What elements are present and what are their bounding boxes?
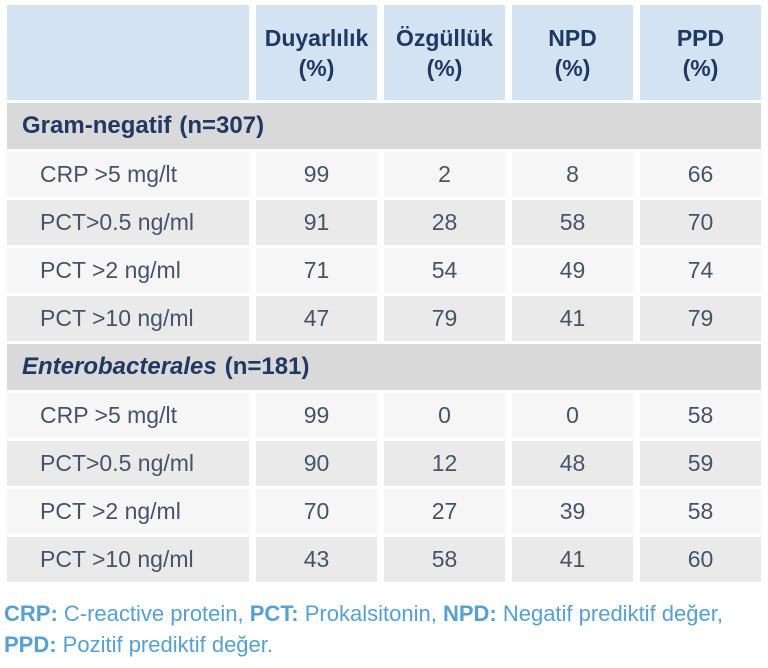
diagnostic-performance-table: Duyarlılık (%) Özgüllük (%) NPD (%) PPD … xyxy=(0,2,768,585)
value-cell: 12 xyxy=(384,441,505,486)
table-row: CRP >5 mg/lt 99 2 8 66 xyxy=(7,152,761,197)
footnote-abbr: NPD: xyxy=(442,601,497,626)
value-cell: 0 xyxy=(384,393,505,438)
footnote-abbr: CRP: xyxy=(4,601,58,626)
row-label: PCT>0.5 ng/ml xyxy=(7,441,249,486)
value-cell: 91 xyxy=(256,200,377,245)
value-cell: 58 xyxy=(384,537,505,582)
value-cell: 8 xyxy=(512,152,633,197)
col-header-unit: (%) xyxy=(554,54,591,81)
value-cell: 58 xyxy=(640,489,761,534)
row-label: PCT>0.5 ng/ml xyxy=(7,200,249,245)
value-cell: 41 xyxy=(512,296,633,341)
footnote-text: Negatif prediktif değer, xyxy=(496,601,723,626)
footnote-text: Prokalsitonin, xyxy=(298,601,443,626)
table-body: Gram-negatif (n=307) CRP >5 mg/lt 99 2 8 66 PCT… xyxy=(7,103,761,582)
col-header-label: NPD xyxy=(548,24,597,51)
value-cell: 59 xyxy=(640,441,761,486)
row-label: CRP >5 mg/lt xyxy=(7,152,249,197)
row-label: PCT >10 ng/ml xyxy=(7,296,249,341)
footnote-abbr: PCT: xyxy=(249,601,299,626)
value-cell: 79 xyxy=(640,296,761,341)
value-cell: 43 xyxy=(256,537,377,582)
table-header: Duyarlılık (%) Özgüllük (%) NPD (%) PPD … xyxy=(7,5,761,100)
value-cell: 2 xyxy=(384,152,505,197)
value-cell: 66 xyxy=(640,152,761,197)
table-row: PCT>0.5 ng/ml 90 12 48 59 xyxy=(7,441,761,486)
table-row: CRP >5 mg/lt 99 0 0 58 xyxy=(7,393,761,438)
col-header-label: PPD xyxy=(676,24,725,51)
value-cell: 79 xyxy=(384,296,505,341)
section-title: Gram-negatif xyxy=(22,112,172,139)
value-cell: 27 xyxy=(384,489,505,534)
row-label: PCT >2 ng/ml xyxy=(7,248,249,293)
col-header-ppd: PPD (%) xyxy=(640,5,761,100)
header-row: Duyarlılık (%) Özgüllük (%) NPD (%) PPD … xyxy=(7,5,761,100)
col-header-label: Özgüllük xyxy=(395,24,494,51)
value-cell: 0 xyxy=(512,393,633,438)
section-count: (n=181) xyxy=(224,353,310,380)
value-cell: 28 xyxy=(384,200,505,245)
value-cell: 39 xyxy=(512,489,633,534)
value-cell: 70 xyxy=(256,489,377,534)
value-cell: 90 xyxy=(256,441,377,486)
col-header-npd: NPD (%) xyxy=(512,5,633,100)
table-row: PCT >2 ng/ml 70 27 39 58 xyxy=(7,489,761,534)
table-row: PCT >2 ng/ml 71 54 49 74 xyxy=(7,248,761,293)
footnote-text: Pozitif prediktif değer. xyxy=(56,632,274,657)
col-header-label: Duyarlılık xyxy=(264,24,369,51)
table-row: PCT >10 ng/ml 47 79 41 79 xyxy=(7,296,761,341)
value-cell: 54 xyxy=(384,248,505,293)
value-cell: 58 xyxy=(512,200,633,245)
col-header-unit: (%) xyxy=(682,54,719,81)
section-title-cell: Gram-negatif (n=307) xyxy=(7,103,761,149)
value-cell: 71 xyxy=(256,248,377,293)
value-cell: 99 xyxy=(256,152,377,197)
value-cell: 70 xyxy=(640,200,761,245)
section-title: Enterobacterales xyxy=(22,353,217,380)
value-cell: 48 xyxy=(512,441,633,486)
table-row: PCT >10 ng/ml 43 58 41 60 xyxy=(7,537,761,582)
section-title-cell: Enterobacterales (n=181) xyxy=(7,344,761,390)
row-label: PCT >2 ng/ml xyxy=(7,489,249,534)
col-header-duyarlilik: Duyarlılık (%) xyxy=(256,5,377,100)
footnote: CRP: C-reactive protein, PCT: Prokalsito… xyxy=(4,598,762,660)
footnote-abbr: PPD: xyxy=(4,632,57,657)
col-header-ozgulluk: Özgüllük (%) xyxy=(384,5,505,100)
value-cell: 74 xyxy=(640,248,761,293)
footnote-text: C-reactive protein, xyxy=(57,601,250,626)
table-row: PCT>0.5 ng/ml 91 28 58 70 xyxy=(7,200,761,245)
row-label: PCT >10 ng/ml xyxy=(7,537,249,582)
value-cell: 41 xyxy=(512,537,633,582)
value-cell: 47 xyxy=(256,296,377,341)
section-header-row: Enterobacterales (n=181) xyxy=(7,344,761,390)
corner-cell xyxy=(7,5,249,100)
value-cell: 60 xyxy=(640,537,761,582)
section-header-row: Gram-negatif (n=307) xyxy=(7,103,761,149)
col-header-unit: (%) xyxy=(426,54,463,81)
value-cell: 99 xyxy=(256,393,377,438)
col-header-unit: (%) xyxy=(298,54,335,81)
section-count: (n=307) xyxy=(179,112,265,139)
value-cell: 49 xyxy=(512,248,633,293)
row-label: CRP >5 mg/lt xyxy=(7,393,249,438)
value-cell: 58 xyxy=(640,393,761,438)
